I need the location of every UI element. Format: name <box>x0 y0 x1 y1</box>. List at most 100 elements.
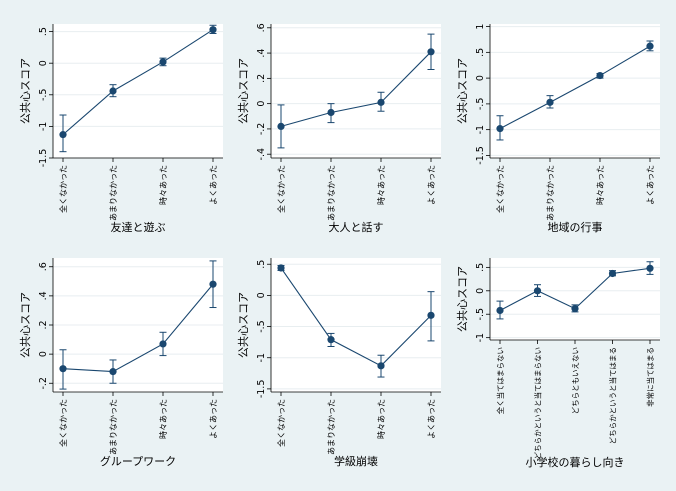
y-tick-label: .4 <box>38 291 49 300</box>
x-tick-label: よくあった <box>427 165 436 205</box>
x-tick-label: 非常に当てはまる <box>645 347 655 407</box>
x-tick-label: 時々あった <box>159 399 168 439</box>
data-point <box>277 122 285 130</box>
data-point <box>533 287 542 295</box>
x-tick-label: あまりなかった <box>109 165 118 221</box>
x-tick-label: よくあった <box>209 399 218 439</box>
x-tick-label: どちらかというと当てはまらない <box>533 347 543 459</box>
data-point <box>546 98 554 106</box>
x-tick-label: 時々あった <box>159 165 168 205</box>
x-tick-label: 時々あった <box>377 399 386 439</box>
x-tick-label: どちらともいえない <box>571 347 580 414</box>
y-axis-title: 公共心スコア <box>237 292 250 358</box>
data-point <box>646 42 654 50</box>
series-line <box>62 283 214 373</box>
x-tick-label: よくあった <box>427 399 436 439</box>
y-tick-label: 0 <box>256 101 267 107</box>
y-tick-label: 0 <box>38 60 49 66</box>
x-tick-label: 全くなかった <box>276 399 286 447</box>
x-axis-title: 地域の行事 <box>548 221 603 234</box>
y-tick-label: -1 <box>475 125 486 134</box>
y-tick-label: -.4 <box>256 148 267 161</box>
x-tick-label: どちらかというと当てはまる <box>608 347 618 444</box>
y-tick-label: -1.5 <box>256 380 267 399</box>
y-tick-label: -1 <box>475 333 486 342</box>
data-point <box>209 26 217 34</box>
y-tick-label: .6 <box>256 23 267 32</box>
data-point <box>59 131 67 139</box>
data-point <box>427 311 435 319</box>
x-axis-title: 大人と話す <box>329 220 384 234</box>
x-tick-label: よくあった <box>209 165 218 205</box>
y-tick-label: .5 <box>256 260 267 269</box>
data-point <box>277 264 285 272</box>
y-axis-title: 公共心スコア <box>456 58 469 124</box>
data-point <box>327 108 335 117</box>
data-point <box>596 71 604 80</box>
data-point <box>646 264 654 272</box>
y-tick-label: -1.5 <box>475 146 486 165</box>
y-tick-label: 0 <box>256 292 267 298</box>
y-tick-label: -.2 <box>256 123 267 136</box>
x-tick-label: あまりなかった <box>109 399 118 455</box>
y-tick-label: 0 <box>475 75 486 81</box>
y-axis-title: 公共心スコア <box>19 292 32 358</box>
y-axis-title: 公共心スコア <box>237 58 250 124</box>
x-tick-label: あまりなかった <box>546 165 555 221</box>
y-tick-label: .5 <box>38 27 49 36</box>
plot-area <box>490 258 660 340</box>
x-axis-title: 友達と遊ぶ <box>111 220 166 234</box>
data-point <box>496 306 504 315</box>
y-tick-label: -.5 <box>475 308 486 321</box>
data-point <box>608 269 617 278</box>
y-tick-label: -1 <box>256 353 267 362</box>
y-tick-label: .2 <box>38 320 49 329</box>
x-tick-label: 全くなかった <box>276 165 286 213</box>
data-point <box>159 340 167 348</box>
x-tick-label: 全くなかった <box>58 165 68 213</box>
data-point <box>159 58 167 66</box>
y-tick-label: -.5 <box>38 89 49 102</box>
y-tick-label: -.5 <box>475 98 486 111</box>
x-tick-label: あまりなかった <box>327 165 336 221</box>
y-tick-label: 0 <box>475 288 486 294</box>
x-tick-label: 全くなかった <box>58 399 68 447</box>
data-point <box>209 280 217 288</box>
x-tick-label: 全くなかった <box>495 165 505 213</box>
series-line <box>280 51 432 127</box>
data-point <box>327 336 335 344</box>
plot-area <box>271 24 441 158</box>
plot-area <box>271 258 441 392</box>
y-tick-label: .6 <box>38 262 49 271</box>
data-point <box>496 125 504 133</box>
x-axis-title: 小学校の暮らし向き <box>526 455 625 469</box>
data-point <box>377 362 385 370</box>
y-axis-title: 公共心スコア <box>456 266 469 332</box>
plot-area <box>490 24 660 158</box>
data-point <box>109 87 117 95</box>
series-line <box>499 45 651 130</box>
y-axis-title: 公共心スコア <box>19 58 32 124</box>
x-tick-label: 時々あった <box>377 165 386 205</box>
data-point <box>377 98 385 106</box>
y-tick-label: .4 <box>256 49 267 58</box>
y-tick-label: .2 <box>256 74 267 83</box>
y-tick-label: -1.5 <box>38 149 49 168</box>
data-point <box>427 48 435 56</box>
data-point <box>571 305 579 313</box>
x-tick-label: 時々あった <box>596 165 605 205</box>
x-axis-title: 学級崩壊 <box>334 454 378 468</box>
y-tick-label: 1 <box>475 24 486 30</box>
y-tick-label: -.2 <box>38 377 49 390</box>
plot-area <box>53 24 223 158</box>
x-tick-label: 全く当てはまらない <box>495 347 505 414</box>
x-tick-label: あまりなかった <box>327 399 336 455</box>
series-line <box>280 267 432 367</box>
